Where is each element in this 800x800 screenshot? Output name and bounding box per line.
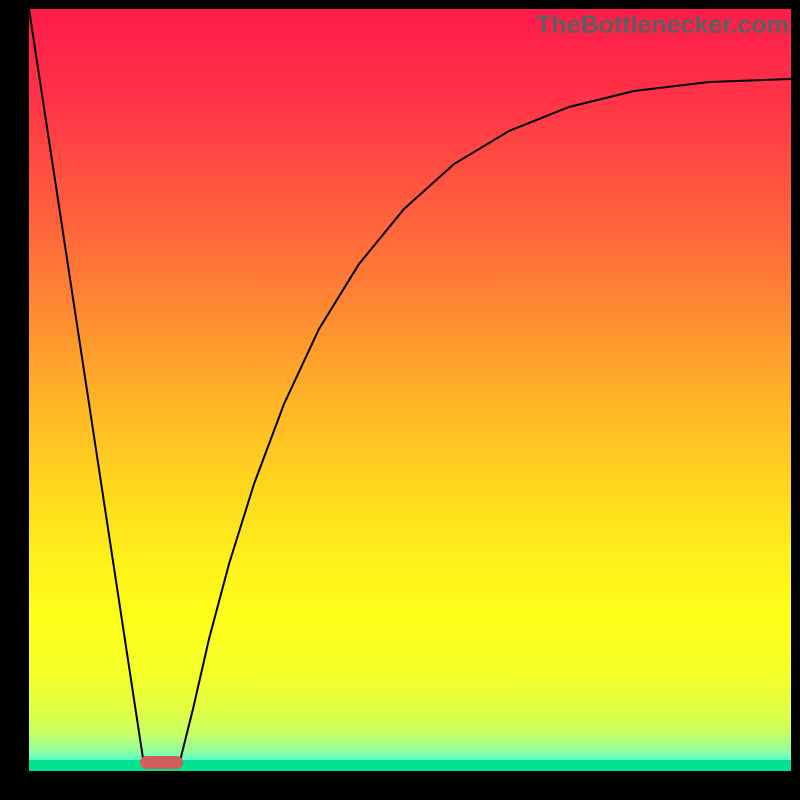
border-right	[791, 0, 800, 800]
optimum-marker	[140, 756, 183, 769]
border-bottom	[0, 771, 800, 800]
plot-area	[29, 9, 791, 771]
chart-container: TheBottlenecker.com	[0, 0, 800, 800]
border-left	[0, 0, 29, 800]
border-top	[0, 0, 800, 9]
curves-layer	[29, 9, 791, 771]
right-curve	[179, 79, 791, 765]
left-line	[29, 9, 144, 765]
watermark-text: TheBottlenecker.com	[536, 11, 789, 40]
